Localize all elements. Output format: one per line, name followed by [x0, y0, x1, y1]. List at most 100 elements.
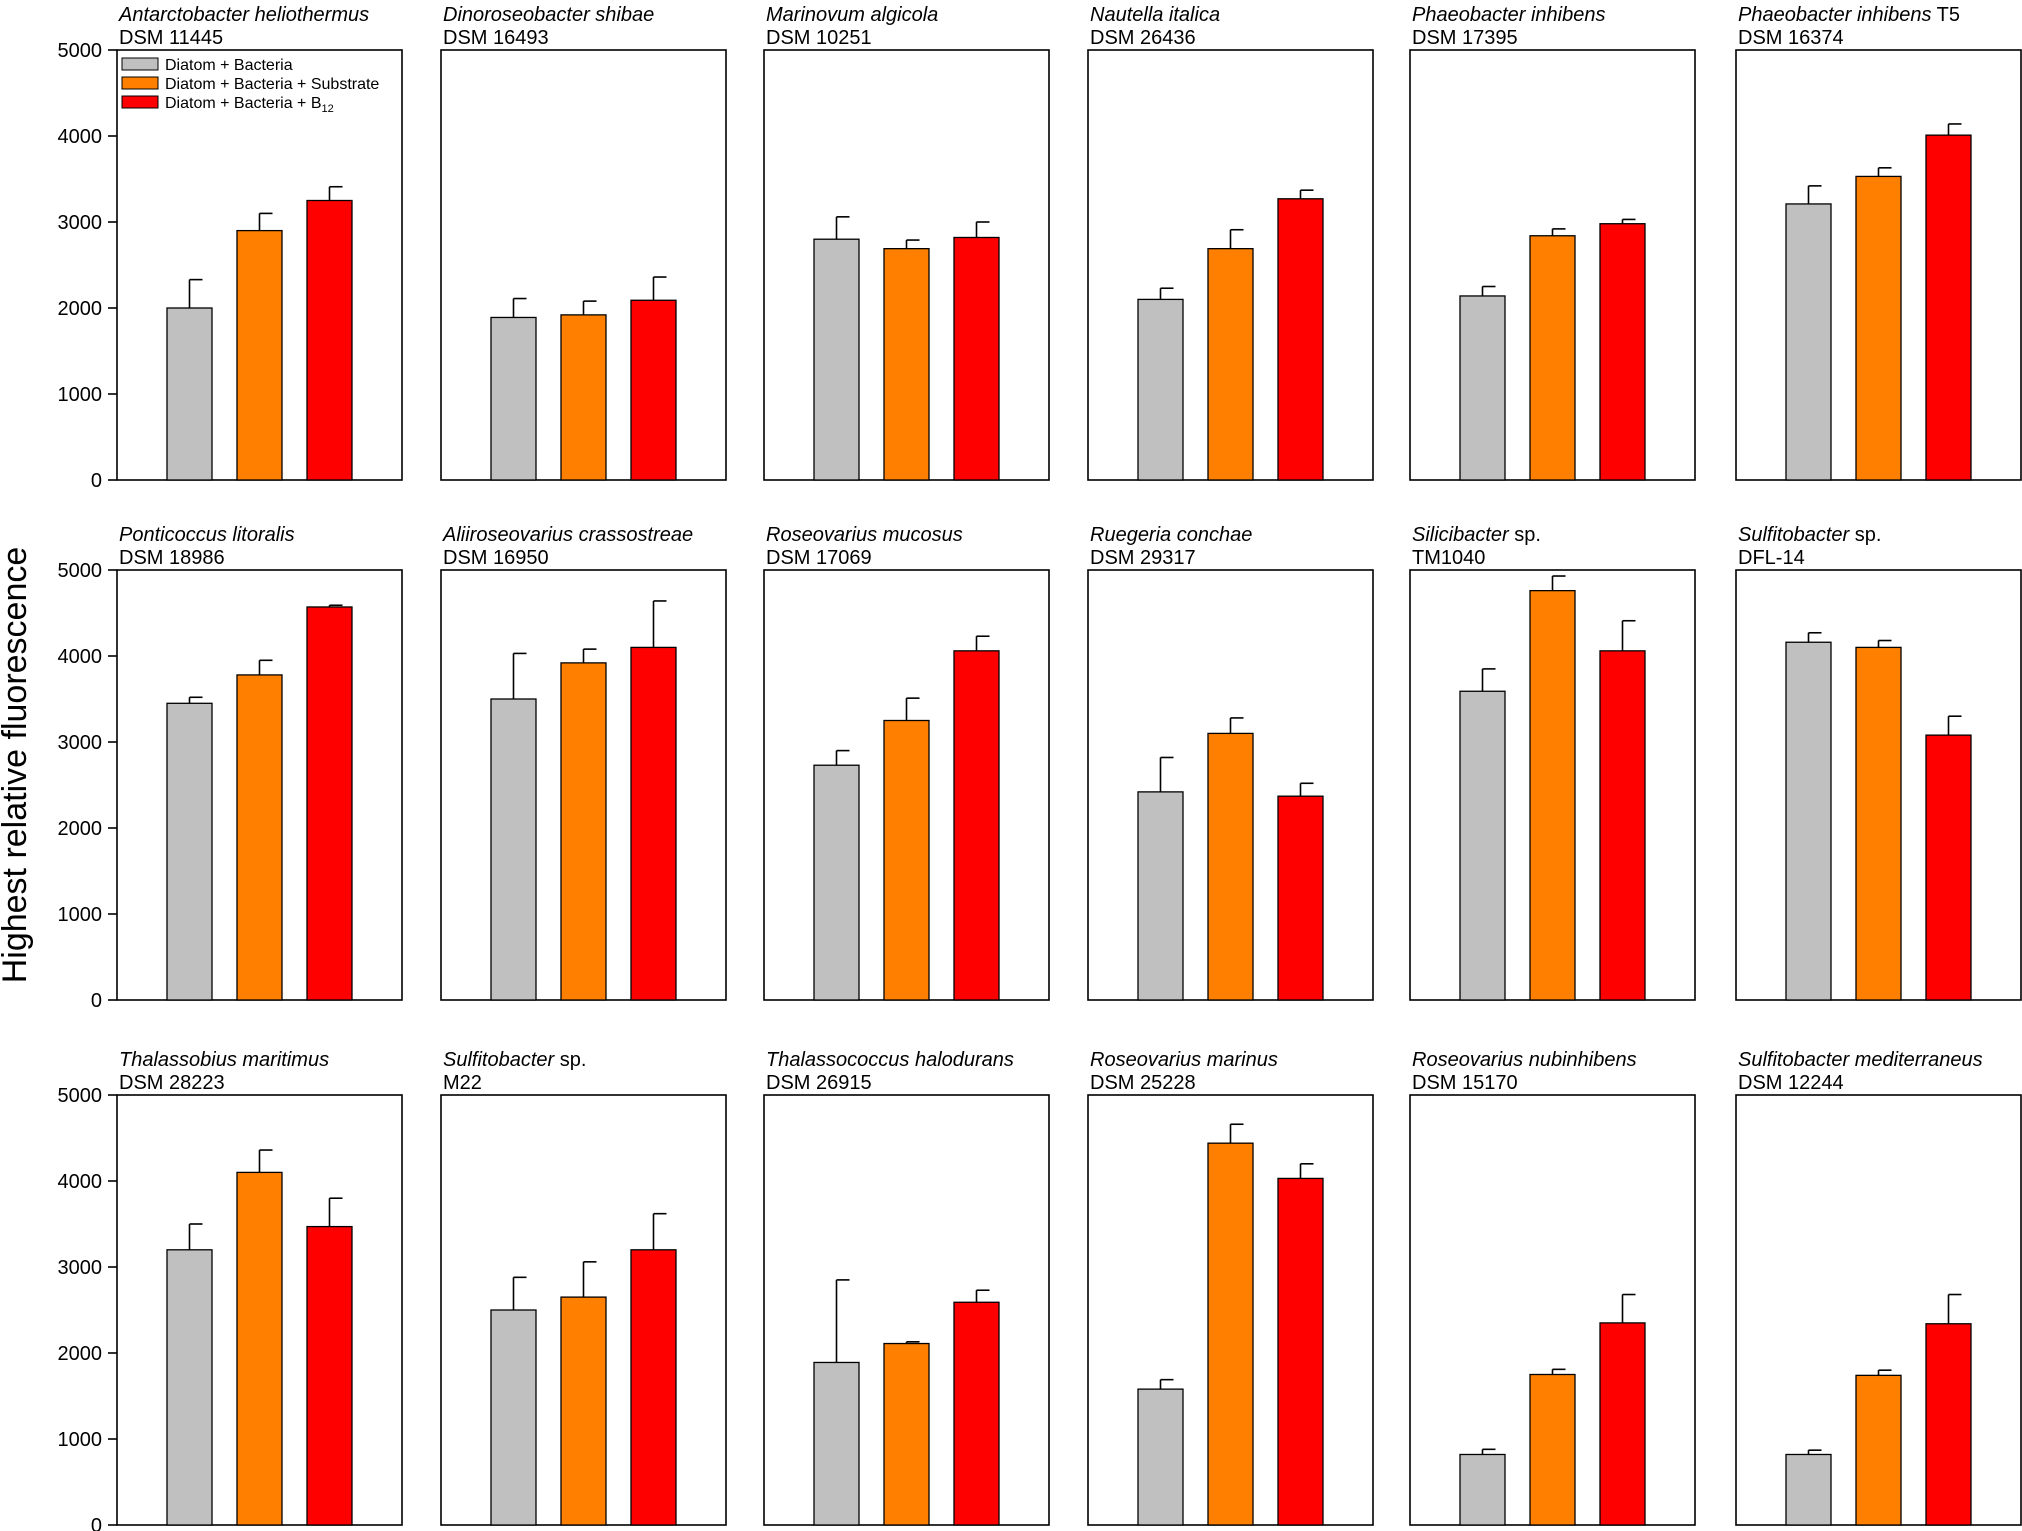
y-tick-label: 1000 [58, 384, 103, 406]
panel-strain-label: DSM 26915 [766, 1072, 872, 1094]
panel-species-name: Ruegeria conchae [1090, 524, 1252, 546]
panel-species-name: Roseovarius marinus [1090, 1049, 1278, 1071]
bar-2 [236, 674, 283, 1001]
bar-2 [1855, 1374, 1902, 1526]
y-tick-label: 0 [91, 470, 102, 492]
panel-species-label: Ponticoccus litoralis [119, 524, 295, 546]
bar-2 [1855, 175, 1902, 481]
bar-2 [236, 1171, 283, 1526]
bar-3 [630, 299, 677, 481]
panel-species-label: Thalassococcus halodurans [766, 1049, 1014, 1071]
bar-2 [560, 1296, 607, 1526]
y-tick-label: 4000 [58, 126, 103, 148]
y-tick-label: 4000 [58, 646, 103, 668]
panel-species-label: Sulfitobacter mediterraneus [1738, 1049, 1983, 1071]
bar-3 [1277, 198, 1324, 481]
panel-strain-label: DSM 11445 [119, 27, 223, 49]
panel-12: Sulfitobacter sp.DFL-14 [1735, 524, 2022, 1001]
panel-species-label: Nautella italica [1090, 4, 1220, 26]
panel-species-label: Roseovarius mucosus [766, 524, 963, 546]
panel-species-label: Thalassobius maritimus [119, 1049, 329, 1071]
y-tick-label: 5000 [58, 1085, 103, 1107]
panel-species-label: Sulfitobacter sp. [1738, 524, 1881, 546]
panel-strain-label: DSM 28223 [119, 1072, 225, 1094]
bar-3 [1599, 223, 1646, 481]
panel-species-extra: sp. [1509, 524, 1541, 546]
bar-3 [1599, 650, 1646, 1001]
bar-3 [1277, 795, 1324, 1001]
legend-label-2: Diatom + Bacteria + Substrate [165, 76, 379, 93]
bar-1 [813, 238, 860, 481]
panel-species-label: Roseovarius nubinhibens [1412, 1049, 1637, 1071]
bar-1 [490, 698, 537, 1001]
panel-species-label: Ruegeria conchae [1090, 524, 1252, 546]
bar-3 [1925, 734, 1972, 1001]
bar-2 [236, 229, 283, 481]
bar-3 [630, 1249, 677, 1526]
bar-1 [166, 702, 213, 1001]
panel-species-name: Antarctobacter heliothermus [118, 4, 369, 26]
panel-species-label: Roseovarius marinus [1090, 1049, 1278, 1071]
panel-species-name: Roseovarius mucosus [766, 524, 963, 546]
legend-label-3: Diatom + Bacteria + B12 [165, 95, 334, 115]
bar-1 [490, 1309, 537, 1526]
panel-species-label: Phaeobacter inhibens T5 [1738, 4, 1960, 26]
panel-species-label: Silicibacter sp. [1412, 524, 1541, 546]
bar-1 [1785, 641, 1832, 1001]
panel-species-name: Silicibacter [1412, 524, 1510, 546]
legend-label-text: Diatom + Bacteria + Substrate [165, 76, 379, 93]
bar-1 [1459, 690, 1506, 1001]
panel-species-label: Sulfitobacter sp. [443, 1049, 586, 1071]
legend-swatch-3 [121, 95, 159, 109]
y-tick-label: 4000 [58, 1171, 103, 1193]
bar-3 [306, 199, 353, 481]
bar-2 [1207, 248, 1254, 481]
y-tick-label: 3000 [58, 212, 103, 234]
y-tick-label: 5000 [58, 40, 103, 62]
y-tick-label: 0 [91, 1515, 102, 1531]
bar-3 [1925, 134, 1972, 481]
panel-strain-label: DSM 16374 [1738, 27, 1844, 49]
bar-1 [166, 307, 213, 481]
bar-2 [560, 314, 607, 481]
panel-strain-label: DFL-14 [1738, 547, 1805, 569]
panel-species-name: Sulfitobacter mediterraneus [1738, 1049, 1983, 1071]
bar-1 [166, 1249, 213, 1526]
panel-strain-label: DSM 29317 [1090, 547, 1196, 569]
panel-species-name: Thalassococcus halodurans [766, 1049, 1014, 1071]
legend-swatch-2 [121, 76, 159, 90]
panel-species-name: Roseovarius nubinhibens [1412, 1049, 1637, 1071]
panel-species-name: Phaeobacter inhibens [1738, 4, 1931, 26]
panel-species-extra: sp. [554, 1049, 586, 1071]
panel-strain-label: TM1040 [1412, 547, 1485, 569]
bar-1 [1785, 203, 1832, 481]
panel-species-label: Antarctobacter heliothermus [118, 4, 369, 26]
panel-strain-label: M22 [443, 1072, 482, 1094]
panel-strain-label: DSM 10251 [766, 27, 872, 49]
bar-2 [883, 719, 930, 1001]
bar-2 [1529, 235, 1576, 481]
y-tick-label: 2000 [58, 1343, 103, 1365]
panel-strain-label: DSM 15170 [1412, 1072, 1518, 1094]
panel-species-name: Sulfitobacter [443, 1049, 556, 1071]
bar-1 [490, 316, 537, 481]
legend-label-text: Diatom + Bacteria + B [165, 95, 322, 112]
panel-species-name: Aliiroseovarius crassostreae [442, 524, 693, 546]
bar-3 [1599, 1322, 1646, 1526]
panel-species-name: Marinovum algicola [766, 4, 938, 26]
panel-species-extra: sp. [1849, 524, 1881, 546]
bar-1 [813, 764, 860, 1001]
y-tick-label: 3000 [58, 1257, 103, 1279]
